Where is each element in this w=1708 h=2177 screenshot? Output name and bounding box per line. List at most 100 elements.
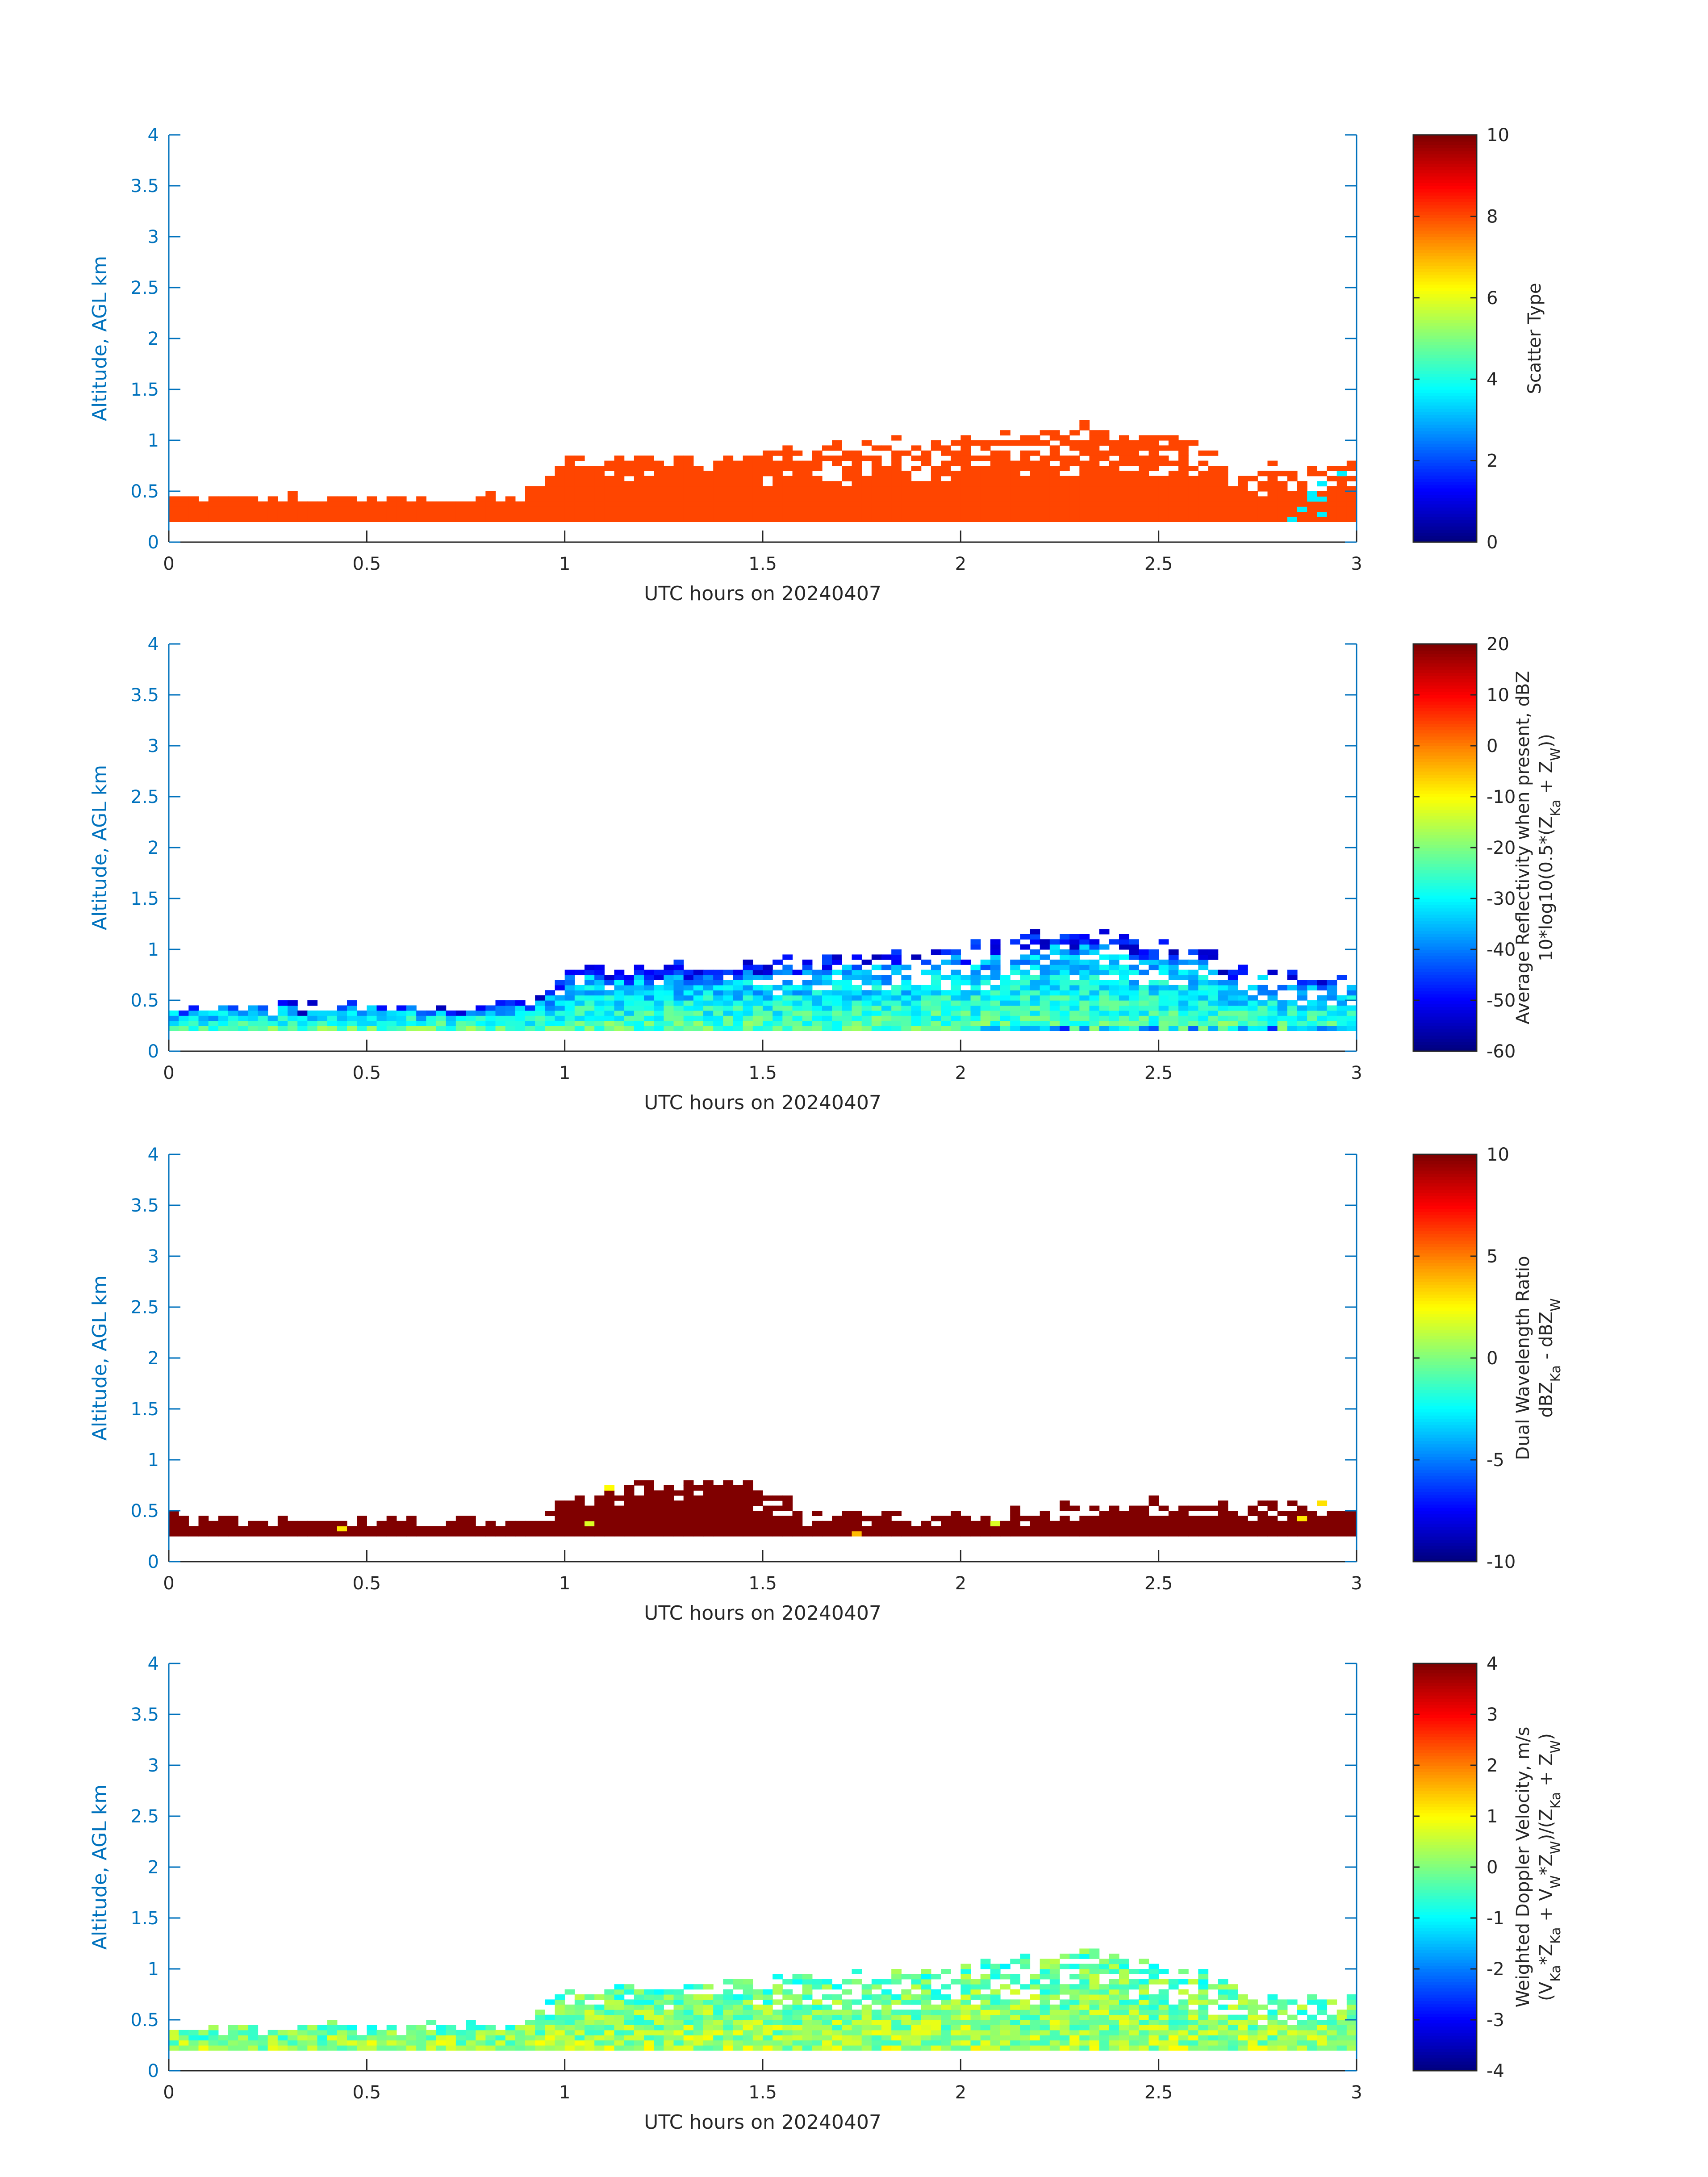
heatmap-cell xyxy=(1099,2035,1110,2041)
heatmap-cell xyxy=(802,2020,813,2025)
heatmap-cell xyxy=(871,2020,882,2025)
heatmap-cell xyxy=(1079,975,1090,980)
heatmap-cell xyxy=(1198,506,1209,512)
heatmap-cell xyxy=(1317,1000,1328,1006)
colorbar-segment xyxy=(1413,189,1477,193)
heatmap-cell xyxy=(941,2045,951,2051)
heatmap-cell xyxy=(564,1026,575,1031)
heatmap-cell xyxy=(891,2035,902,2041)
heatmap-cell xyxy=(466,2045,476,2051)
heatmap-cell xyxy=(1218,517,1228,522)
heatmap-cell xyxy=(416,506,426,512)
colorbar-tick-label: -5 xyxy=(1487,1450,1504,1471)
heatmap-cell xyxy=(1198,985,1209,990)
heatmap-cell xyxy=(297,1521,308,1526)
heatmap-cell xyxy=(1188,486,1199,492)
heatmap-cell xyxy=(1277,2030,1288,2035)
heatmap-cell xyxy=(288,511,298,517)
heatmap-cell xyxy=(624,2030,635,2035)
heatmap-cell xyxy=(1040,1521,1050,1526)
heatmap-cell xyxy=(555,1526,565,1532)
heatmap-cell xyxy=(822,1531,832,1537)
heatmap-cell xyxy=(1178,445,1189,451)
heatmap-cell xyxy=(911,496,922,502)
heatmap-cell xyxy=(842,1516,852,1521)
heatmap-cell xyxy=(1040,980,1050,986)
heatmap-cell xyxy=(941,2040,951,2046)
heatmap-cell xyxy=(743,501,753,507)
heatmap-cell xyxy=(1079,2030,1090,2035)
heatmap-cell xyxy=(218,496,229,502)
heatmap-cell xyxy=(1158,501,1169,507)
heatmap-cell xyxy=(1208,476,1219,481)
heatmap-cell xyxy=(238,1026,248,1031)
heatmap-cell xyxy=(1327,1010,1337,1016)
heatmap-cell xyxy=(1060,486,1070,492)
x-tick-label: 3 xyxy=(1351,1573,1362,1594)
heatmap-cell xyxy=(436,2035,447,2041)
heatmap-cell xyxy=(1109,1505,1119,1511)
colorbar-segment xyxy=(1413,1997,1477,2002)
heatmap-cell xyxy=(525,1020,535,1026)
heatmap-cell xyxy=(307,517,318,522)
heatmap-cell xyxy=(594,496,605,502)
heatmap-cell xyxy=(842,450,852,456)
heatmap-cell xyxy=(733,2014,743,2020)
heatmap-cell xyxy=(594,517,605,522)
heatmap-cell xyxy=(654,1531,664,1537)
heatmap-cell xyxy=(1188,1979,1199,1985)
heatmap-cell xyxy=(644,466,654,471)
heatmap-cell xyxy=(891,496,902,502)
heatmap-cell xyxy=(822,2030,832,2035)
colorbar-segment xyxy=(1413,806,1477,810)
heatmap-cell xyxy=(951,1531,961,1537)
heatmap-cell xyxy=(1287,1020,1298,1026)
colorbar-tick-label: 10 xyxy=(1487,685,1509,706)
heatmap-cell xyxy=(1287,2030,1298,2035)
heatmap-cell xyxy=(1336,1521,1347,1526)
heatmap-cell xyxy=(1228,1010,1238,1016)
colorbar-label-line: 10*log10(0.5*(ZKa + ZW)) xyxy=(1536,734,1564,961)
heatmap-cell xyxy=(743,969,753,975)
heatmap-cell xyxy=(683,476,694,481)
heatmap-cell xyxy=(842,1989,852,1995)
heatmap-cell xyxy=(1158,985,1169,990)
heatmap-cell xyxy=(466,501,476,507)
heatmap-cell xyxy=(396,1026,407,1031)
heatmap-cell xyxy=(624,460,635,466)
heatmap-cell xyxy=(852,460,862,466)
heatmap-cell xyxy=(505,517,516,522)
heatmap-cell xyxy=(1346,476,1357,481)
heatmap-cell xyxy=(664,1505,674,1511)
heatmap-cell xyxy=(1277,486,1288,492)
heatmap-cell xyxy=(733,1984,743,1990)
heatmap-cell xyxy=(802,1974,813,1980)
heatmap-cell xyxy=(951,517,961,522)
heatmap-cell xyxy=(842,1020,852,1026)
heatmap-cell xyxy=(1158,939,1169,945)
heatmap-cell xyxy=(1228,1020,1238,1026)
heatmap-cell xyxy=(842,1026,852,1031)
heatmap-cell xyxy=(941,501,951,507)
heatmap-cell xyxy=(297,2030,308,2035)
heatmap-cell xyxy=(852,471,862,476)
colorbar-segment xyxy=(1413,1886,1477,1890)
heatmap-cell xyxy=(1307,1010,1317,1016)
heatmap-cell xyxy=(525,491,535,497)
heatmap-cell xyxy=(644,980,654,986)
y-tick-label: 0.5 xyxy=(130,1501,159,1521)
heatmap-cell xyxy=(574,969,585,975)
colorbar-segment xyxy=(1413,997,1477,1001)
heatmap-cell xyxy=(990,990,1001,996)
heatmap-cell xyxy=(822,1015,832,1021)
heatmap-cell xyxy=(1119,1000,1129,1006)
heatmap-cell xyxy=(1099,1026,1110,1031)
heatmap-cell xyxy=(1089,2030,1100,2035)
colorbar-segment xyxy=(1413,727,1477,731)
heatmap-cell xyxy=(901,1000,912,1006)
heatmap-cell xyxy=(733,995,743,1001)
heatmap-cell xyxy=(1060,2020,1070,2025)
heatmap-cell xyxy=(673,969,684,975)
colorbar-segment xyxy=(1413,936,1477,940)
heatmap-cell xyxy=(169,496,179,502)
